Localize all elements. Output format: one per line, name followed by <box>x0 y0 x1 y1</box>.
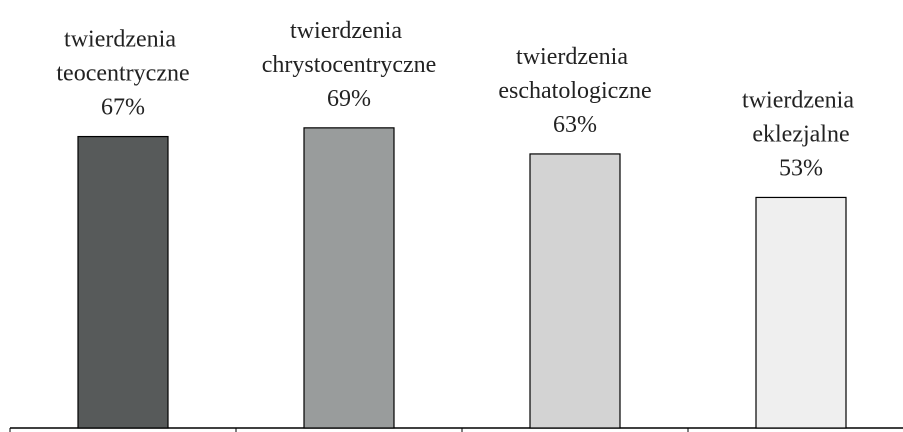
category-label: twierdzenia chrystocentryczne <box>262 18 437 78</box>
category-label: twierdzenia eschatologiczne <box>498 44 651 104</box>
bar <box>755 196 847 429</box>
bar <box>529 153 621 429</box>
data-label: 69% <box>327 86 371 112</box>
bar <box>303 127 395 429</box>
category-label: twierdzenia eklezjalne <box>742 87 860 147</box>
category-label: twierdzenia teocentryczne <box>56 27 189 87</box>
category-label-line: eklezjalne <box>752 121 849 147</box>
category-label-line: twierdzenia <box>290 18 408 44</box>
data-label: 67% <box>101 95 145 121</box>
category-label-line: eschatologiczne <box>498 78 651 104</box>
category-label-line: twierdzenia <box>516 44 634 70</box>
data-label: 53% <box>779 155 823 181</box>
category-label-line: twierdzenia <box>64 27 182 53</box>
data-label: 63% <box>553 112 597 138</box>
bar <box>77 135 169 429</box>
category-label-line: teocentryczne <box>56 61 189 87</box>
category-label-line: twierdzenia <box>742 87 860 113</box>
category-label-line: chrystocentryczne <box>262 52 437 78</box>
